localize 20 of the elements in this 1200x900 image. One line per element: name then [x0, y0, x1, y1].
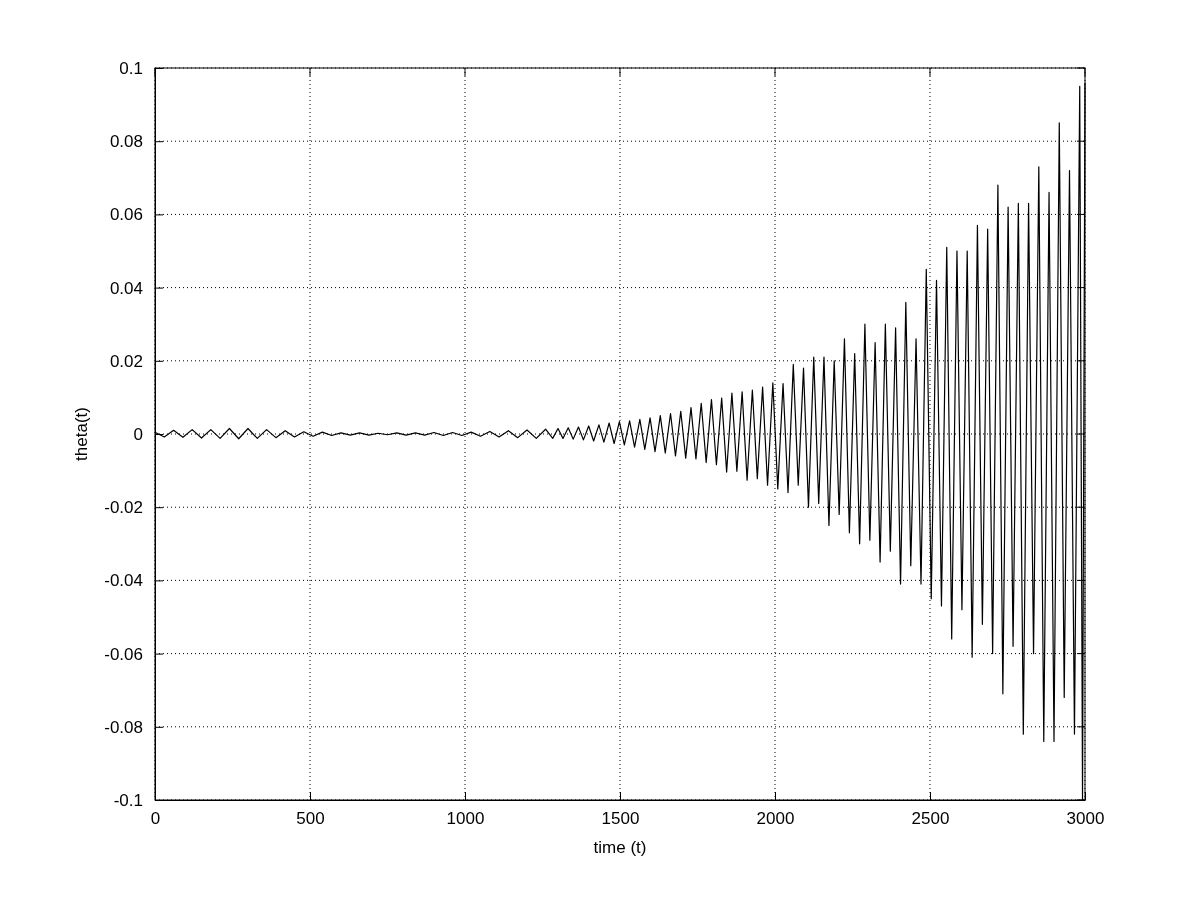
y-tick-label: 0: [133, 424, 143, 444]
x-tick-label: 3000: [1066, 809, 1105, 829]
y-tick-label: -0.06: [104, 644, 143, 664]
y-tick-label: 0.1: [119, 58, 143, 78]
x-tick-label: 500: [296, 809, 325, 829]
x-tick-label: 1000: [446, 809, 485, 829]
y-tick-label: -0.1: [113, 790, 143, 810]
y-tick-label: 0.04: [109, 278, 143, 298]
x-axis-title: time (t): [593, 838, 647, 857]
y-axis-title: theta(t): [72, 407, 91, 461]
x-tick-label: 0: [150, 809, 161, 829]
x-tick-label: 1500: [601, 809, 640, 829]
y-tick-label: 0.02: [109, 351, 143, 371]
y-tick-label: -0.08: [104, 717, 143, 737]
y-tick-label: -0.04: [104, 571, 143, 591]
x-tick-label: 2500: [911, 809, 950, 829]
y-tick-label: 0.08: [109, 132, 143, 152]
y-tick-label: -0.02: [104, 498, 143, 518]
x-tick-label: 2000: [756, 809, 795, 829]
y-tick-label: 0.06: [109, 205, 143, 225]
